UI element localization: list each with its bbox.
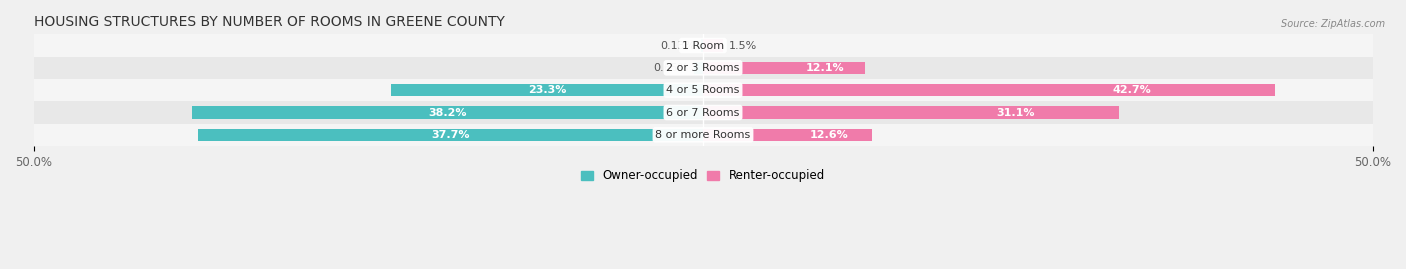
Text: Source: ZipAtlas.com: Source: ZipAtlas.com: [1281, 19, 1385, 29]
Text: 2 or 3 Rooms: 2 or 3 Rooms: [666, 63, 740, 73]
Legend: Owner-occupied, Renter-occupied: Owner-occupied, Renter-occupied: [576, 165, 830, 187]
Bar: [34, 57, 1372, 79]
Bar: [391, 84, 703, 96]
Bar: [191, 106, 703, 119]
Text: 0.13%: 0.13%: [661, 41, 696, 51]
Bar: [198, 129, 703, 141]
Text: 37.7%: 37.7%: [432, 130, 470, 140]
Text: 23.3%: 23.3%: [527, 85, 567, 95]
Bar: [703, 106, 1119, 119]
Bar: [34, 34, 1372, 57]
Bar: [703, 39, 723, 52]
Text: 31.1%: 31.1%: [995, 108, 1035, 118]
Bar: [703, 129, 872, 141]
Text: 0.65%: 0.65%: [654, 63, 689, 73]
Bar: [695, 62, 703, 74]
Bar: [34, 79, 1372, 101]
Bar: [703, 62, 865, 74]
Bar: [34, 101, 1372, 124]
Text: 4 or 5 Rooms: 4 or 5 Rooms: [666, 85, 740, 95]
Text: 38.2%: 38.2%: [427, 108, 467, 118]
Text: 12.1%: 12.1%: [806, 63, 844, 73]
Text: 1.5%: 1.5%: [728, 41, 756, 51]
Bar: [34, 124, 1372, 146]
Text: 1 Room: 1 Room: [682, 41, 724, 51]
Text: HOUSING STRUCTURES BY NUMBER OF ROOMS IN GREENE COUNTY: HOUSING STRUCTURES BY NUMBER OF ROOMS IN…: [34, 15, 505, 29]
Text: 12.6%: 12.6%: [810, 130, 849, 140]
Text: 6 or 7 Rooms: 6 or 7 Rooms: [666, 108, 740, 118]
Text: 42.7%: 42.7%: [1112, 85, 1152, 95]
Bar: [703, 84, 1275, 96]
Text: 8 or more Rooms: 8 or more Rooms: [655, 130, 751, 140]
Bar: [702, 39, 703, 52]
